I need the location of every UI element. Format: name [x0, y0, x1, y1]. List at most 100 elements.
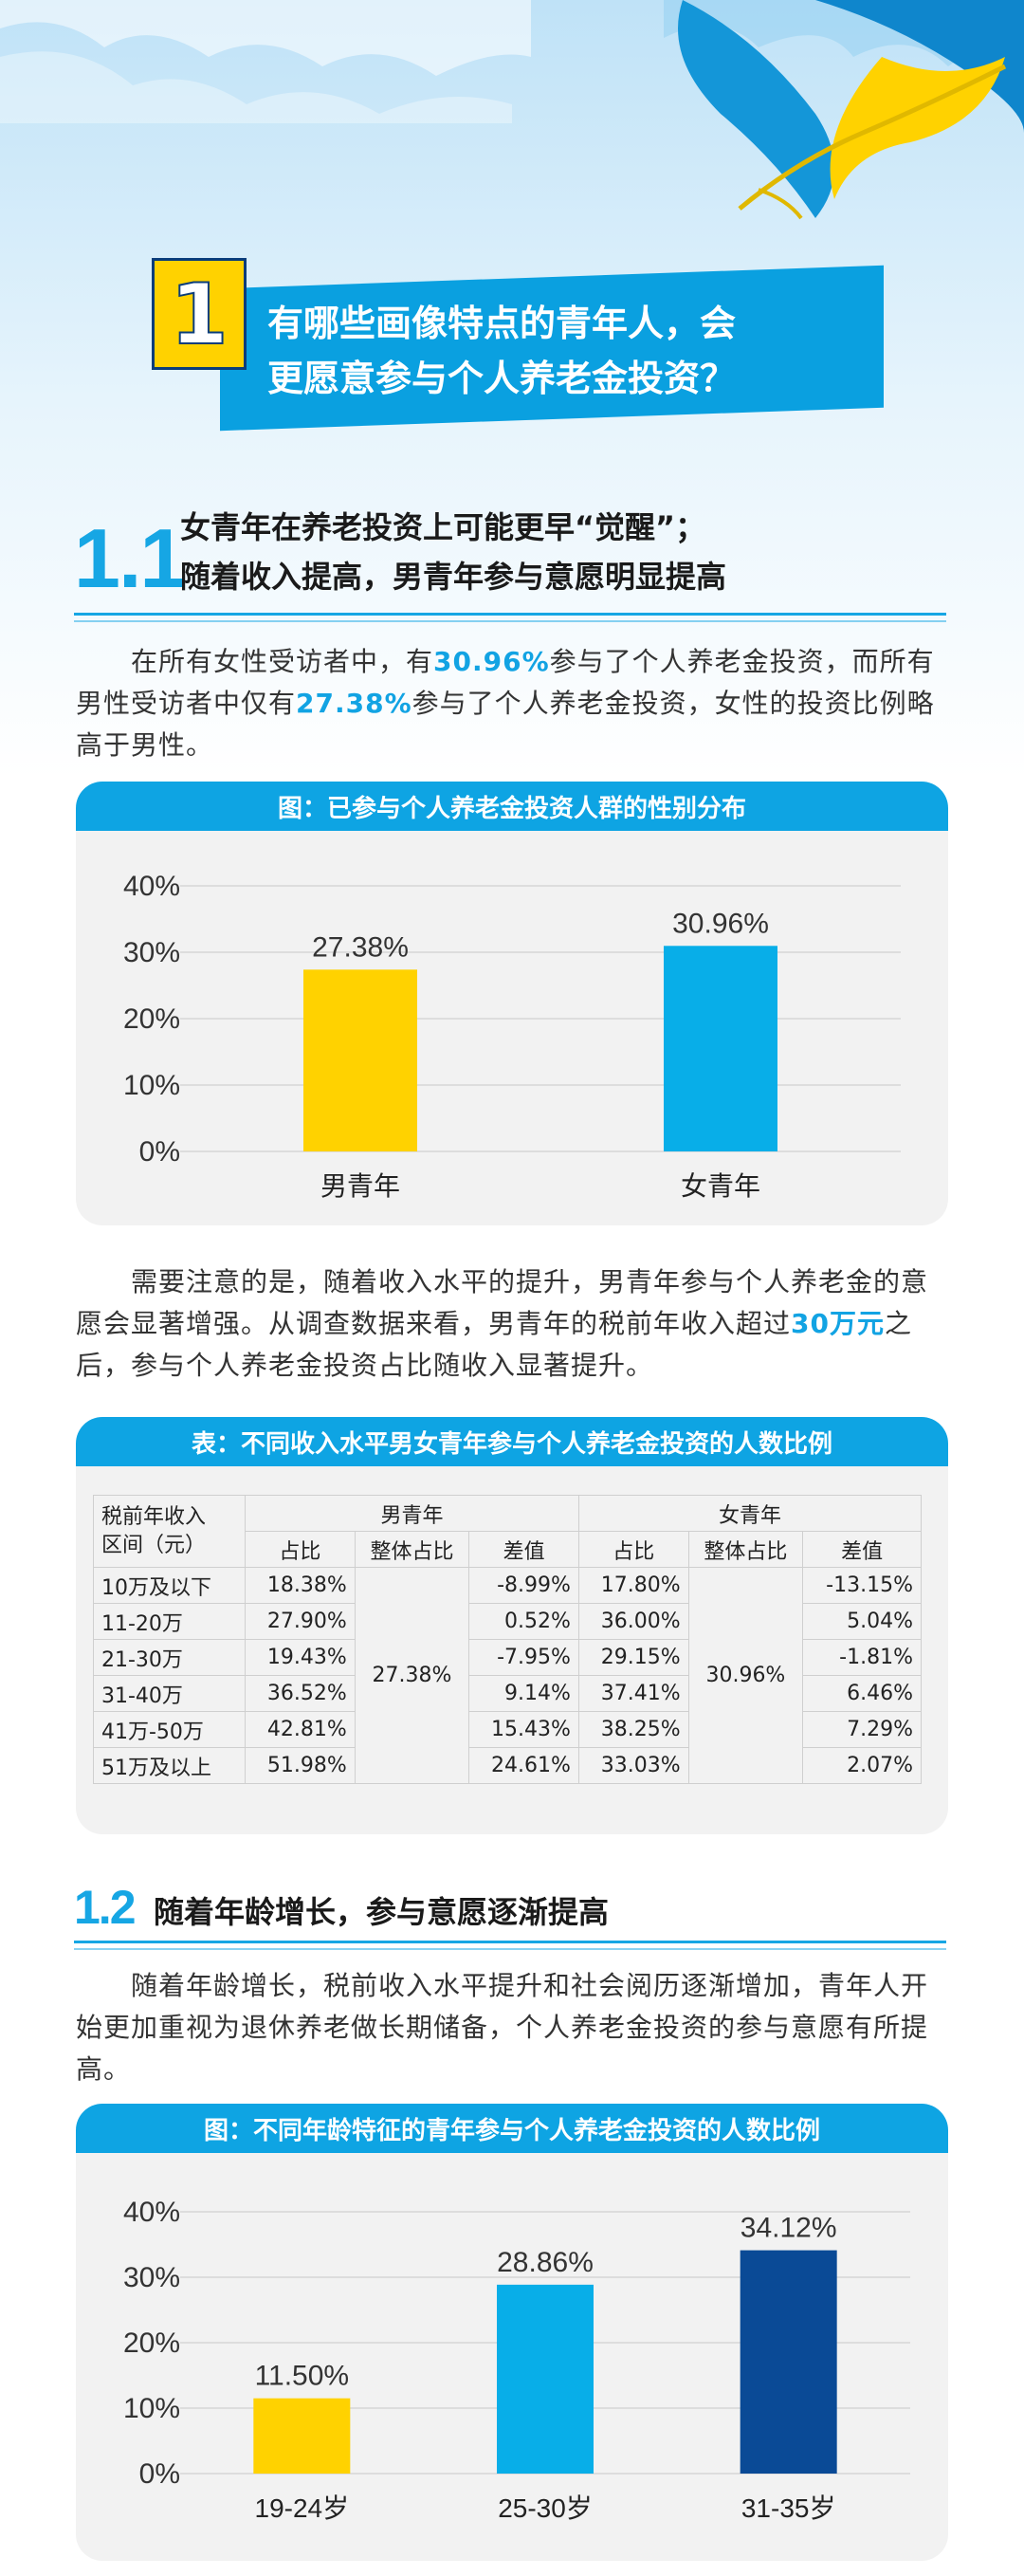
- y-tick-label: 30%: [123, 2262, 180, 2293]
- section-1-1-rule-thin: [74, 620, 946, 622]
- data-label: 30.96%: [672, 908, 769, 939]
- bar: [740, 2250, 837, 2474]
- x-tick-label: 31-35岁: [741, 2493, 836, 2523]
- para1-text-a: 在所有女性受访者中，有: [131, 646, 434, 677]
- section-1-1-paragraph-1: 在所有女性受访者中，有30.96%参与了个人养老金投资，而所有男性受访者中仅有2…: [76, 641, 950, 766]
- data-label: 27.38%: [312, 931, 409, 963]
- y-tick-label: 0%: [139, 2458, 180, 2490]
- para1-highlight-female: 30.96%: [433, 646, 550, 677]
- table-row: 10万及以下 18.38% 27.38% -8.99% 17.80% 30.96…: [93, 1567, 922, 1784]
- table-row: 51万及以上 51.98% 24.61% 33.03% 2.07%: [93, 1747, 922, 1784]
- table-cell-male-diff: 15.43%: [468, 1711, 579, 1748]
- table-cell-range: 10万及以下: [93, 1567, 246, 1604]
- table-cell-female-share: 29.15%: [577, 1639, 689, 1676]
- table-col-male-share: 占比: [245, 1531, 356, 1568]
- table-cell-male-overall: 27.38%: [354, 1567, 470, 1784]
- table-cell-female-diff: 7.29%: [802, 1711, 922, 1748]
- section-number-badge: 1: [152, 258, 247, 370]
- header-decoration: [0, 0, 1024, 220]
- table-cell-range: 11-20万: [93, 1603, 246, 1640]
- table-col-male-diff: 差值: [468, 1531, 579, 1568]
- age-chart-panel: 0% 10% 20% 30% 40% 11.50% 19-24岁 28.86% 25-30岁 34…: [76, 2153, 948, 2561]
- table-cell-female-share: 38.25%: [577, 1711, 689, 1748]
- table-col-female-diff: 差值: [802, 1531, 922, 1568]
- table-cell-range: 51万及以上: [93, 1747, 246, 1784]
- table-body: 10万及以下 18.38% 27.38% -8.99% 17.80% 30.96…: [93, 1567, 922, 1784]
- table-cell-female-diff: -1.81%: [802, 1639, 922, 1676]
- data-label: 28.86%: [497, 2247, 594, 2278]
- table-cell-male-diff: -7.95%: [468, 1639, 579, 1676]
- section-1-1-title-line-1: 女青年在养老投资上可能更早“觉醒”；: [180, 509, 706, 545]
- table-cell-male-share: 19.43%: [245, 1639, 356, 1676]
- section-1-1-title-line-2: 随着收入提高，男青年参与意愿明显提高: [180, 559, 727, 595]
- table-cell-female-share: 37.41%: [577, 1675, 689, 1712]
- gender-chart-title: 图：已参与个人养老金投资人群的性别分布: [76, 782, 948, 831]
- y-tick-label: 10%: [123, 2393, 180, 2424]
- table-cell-male-share: 18.38%: [245, 1567, 356, 1604]
- section-1-2-title: 随着年龄增长，参与意愿逐渐提高: [154, 1894, 610, 1930]
- section-1-1-paragraph-2: 需要注意的是，随着收入水平的提升，男青年参与个人养老金的意愿会显著增强。从调查数…: [76, 1261, 950, 1387]
- y-tick-label: 40%: [123, 871, 180, 902]
- age-bar-chart: 0% 10% 20% 30% 40% 11.50% 19-24岁 28.86% 25-30岁 34…: [123, 2197, 910, 2523]
- section-1-1-rule: [74, 613, 946, 616]
- section-1-1-title: 女青年在养老投资上可能更早“觉醒”； 随着收入提高，男青年参与意愿明显提高: [180, 503, 726, 601]
- para2-highlight-income: 30万元: [791, 1308, 885, 1339]
- bar: [497, 2284, 594, 2474]
- section-1-2-paragraph: 随着年龄增长，税前收入水平提升和社会阅历逐渐增加，青年人开始更加重视为退休养老做…: [76, 1970, 929, 2085]
- page-title-line-1: 有哪些画像特点的青年人，会: [267, 303, 737, 344]
- bar: [303, 969, 417, 1151]
- data-label: 11.50%: [255, 2361, 350, 2392]
- page-title-line-2: 更愿意参与个人养老金投资？: [267, 358, 737, 399]
- para2-text-b: 之后，参与个人养老金投资占比随收入显著提升。: [76, 1308, 912, 1381]
- y-tick-label: 40%: [123, 2197, 180, 2228]
- table-female-group: 女青年: [577, 1495, 923, 1532]
- table-cell-female-share: 33.03%: [577, 1747, 689, 1784]
- table-rowhead: 税前年收入 区间（元）: [93, 1495, 246, 1568]
- gender-chart-panel: 0% 10% 20% 30% 40% 27.38% 男青年 30.96% 女青年: [76, 831, 948, 1225]
- table-cell-range: 21-30万: [93, 1639, 246, 1676]
- gender-bar-chart: 0% 10% 20% 30% 40% 27.38% 男青年 30.96% 女青年: [123, 871, 901, 1201]
- y-tick-label: 20%: [123, 1003, 180, 1035]
- table-cell-male-diff: -8.99%: [468, 1567, 579, 1604]
- income-table: 税前年收入 区间（元） 男青年 女青年 占比 整体占比 差值 占比 整体占比 差…: [93, 1495, 923, 1784]
- x-tick-label: 女青年: [681, 1171, 760, 1201]
- table-cell-range: 41万-50万: [93, 1711, 246, 1748]
- table-male-group: 男青年: [245, 1495, 579, 1532]
- y-tick-label: 0%: [139, 1136, 180, 1168]
- table-row: 21-30万 19.43% -7.95% 29.15% -1.81%: [93, 1639, 922, 1676]
- table-cell-male-share: 51.98%: [245, 1747, 356, 1784]
- y-tick-label: 20%: [123, 2328, 180, 2359]
- table-cell-female-diff: 2.07%: [802, 1747, 922, 1784]
- table-cell-female-share: 17.80%: [577, 1567, 689, 1604]
- table-cell-male-share: 42.81%: [245, 1711, 356, 1748]
- para1-text-b: 参与了个人养老金投资，而所有男性受访者中仅有: [76, 646, 935, 719]
- section-1-2-number: 1.2: [74, 1881, 137, 1934]
- section-1-2-rule-thin: [74, 1948, 946, 1950]
- bar: [253, 2398, 351, 2474]
- table-cell-female-diff: -13.15%: [802, 1567, 922, 1604]
- bar: [664, 946, 777, 1151]
- table-cell-male-diff: 0.52%: [468, 1603, 579, 1640]
- x-tick-label: 25-30岁: [498, 2493, 593, 2523]
- table-col-female-share: 占比: [577, 1531, 689, 1568]
- x-tick-label: 男青年: [320, 1171, 400, 1201]
- table-cell-female-diff: 5.04%: [802, 1603, 922, 1640]
- section-1-2-rule: [74, 1941, 946, 1943]
- table-rowhead-line-1: 税前年收入: [101, 1504, 207, 1529]
- page-title: 有哪些画像特点的青年人，会 更愿意参与个人养老金投资？: [267, 296, 874, 406]
- table-cell-female-share: 36.00%: [577, 1603, 689, 1640]
- para1-text-c: 参与了个人养老金投资，女性的投资比例略高于男性。: [76, 688, 935, 761]
- data-label: 34.12%: [741, 2213, 837, 2244]
- table-subheader-row: 占比 整体占比 差值 占比 整体占比 差值: [94, 1531, 922, 1568]
- table-cell-male-share: 36.52%: [245, 1675, 356, 1712]
- table-rowhead-line-2: 区间（元）: [101, 1533, 207, 1557]
- para2-text-a: 需要注意的是，随着收入水平的提升，男青年参与个人养老金的意愿会显著增强。从调查数…: [76, 1266, 929, 1339]
- income-table-title: 表：不同收入水平男女青年参与个人养老金投资的人数比例: [76, 1417, 948, 1466]
- table-row: 11-20万 27.90% 0.52% 36.00% 5.04%: [93, 1603, 922, 1640]
- table-cell-male-share: 27.90%: [245, 1603, 356, 1640]
- table-cell-female-overall: 30.96%: [687, 1567, 804, 1784]
- age-chart-title: 图：不同年龄特征的青年参与个人养老金投资的人数比例: [76, 2104, 948, 2153]
- section-1-1-number: 1.1: [74, 511, 186, 605]
- table-cell-male-diff: 24.61%: [468, 1747, 579, 1784]
- x-tick-label: 19-24岁: [255, 2493, 350, 2523]
